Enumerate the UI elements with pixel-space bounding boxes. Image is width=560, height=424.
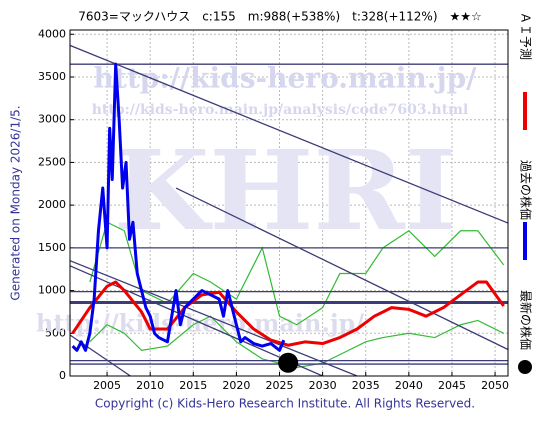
price-line <box>71 280 505 347</box>
trend-line <box>175 187 508 351</box>
legend-label: ＡＩ予測 <box>519 12 533 60</box>
forecast-envelope <box>89 221 505 326</box>
x-tick-label: 2045 <box>438 379 466 392</box>
footer: Copyright (c) Kids-Hero Research Institu… <box>95 397 475 411</box>
plot-area <box>70 30 508 376</box>
x-tick-label: 2025 <box>266 379 294 392</box>
y-tick-label: 1000 <box>38 284 66 297</box>
marks <box>70 44 508 376</box>
plot-frame <box>69 29 509 377</box>
latest-price <box>278 352 299 373</box>
legend-label: 過去の株価 <box>519 160 534 220</box>
x-tick-label: 2020 <box>222 379 250 392</box>
y-tick-label: 3000 <box>38 113 66 126</box>
grid: 0 500 1000 1500 2000 2500 3000 3500 4000 2005 2010… <box>38 27 509 392</box>
note: Generated on Monday 2026/1/5. <box>9 105 23 300</box>
trend-line <box>70 260 358 376</box>
x-tick-label: 2015 <box>179 379 207 392</box>
legend-symbol <box>518 360 532 374</box>
watermark: http://kids-hero.main.jp/analysis/code76… <box>92 102 469 118</box>
y-tick-label: 2500 <box>38 155 66 168</box>
x-tick-label: 2005 <box>93 379 121 392</box>
x-tick-label: 2030 <box>309 379 337 392</box>
y-tick-label: 0 <box>59 369 66 382</box>
watermark: http://kids-hero.main.jp/ <box>94 62 478 95</box>
legend-label: 最新の株価 <box>519 290 534 350</box>
x-tick-label: 2035 <box>352 379 380 392</box>
trend-line <box>70 44 508 224</box>
price-line <box>71 62 286 352</box>
watermark: KHRI <box>114 126 456 255</box>
x-tick-label: 2040 <box>395 379 423 392</box>
chart-title: 7603=マックハウス c:155 m:988(+538%) t:328(+11… <box>78 10 482 24</box>
y-tick-label: 4000 <box>38 27 66 40</box>
y-tick-label: 500 <box>45 326 66 339</box>
y-tick-label: 2000 <box>38 198 66 211</box>
x-tick-label: 2010 <box>136 379 164 392</box>
x-tick-label: 2050 <box>481 379 509 392</box>
y-tick-label: 3500 <box>38 70 66 83</box>
y-tick-label: 1500 <box>38 241 66 254</box>
